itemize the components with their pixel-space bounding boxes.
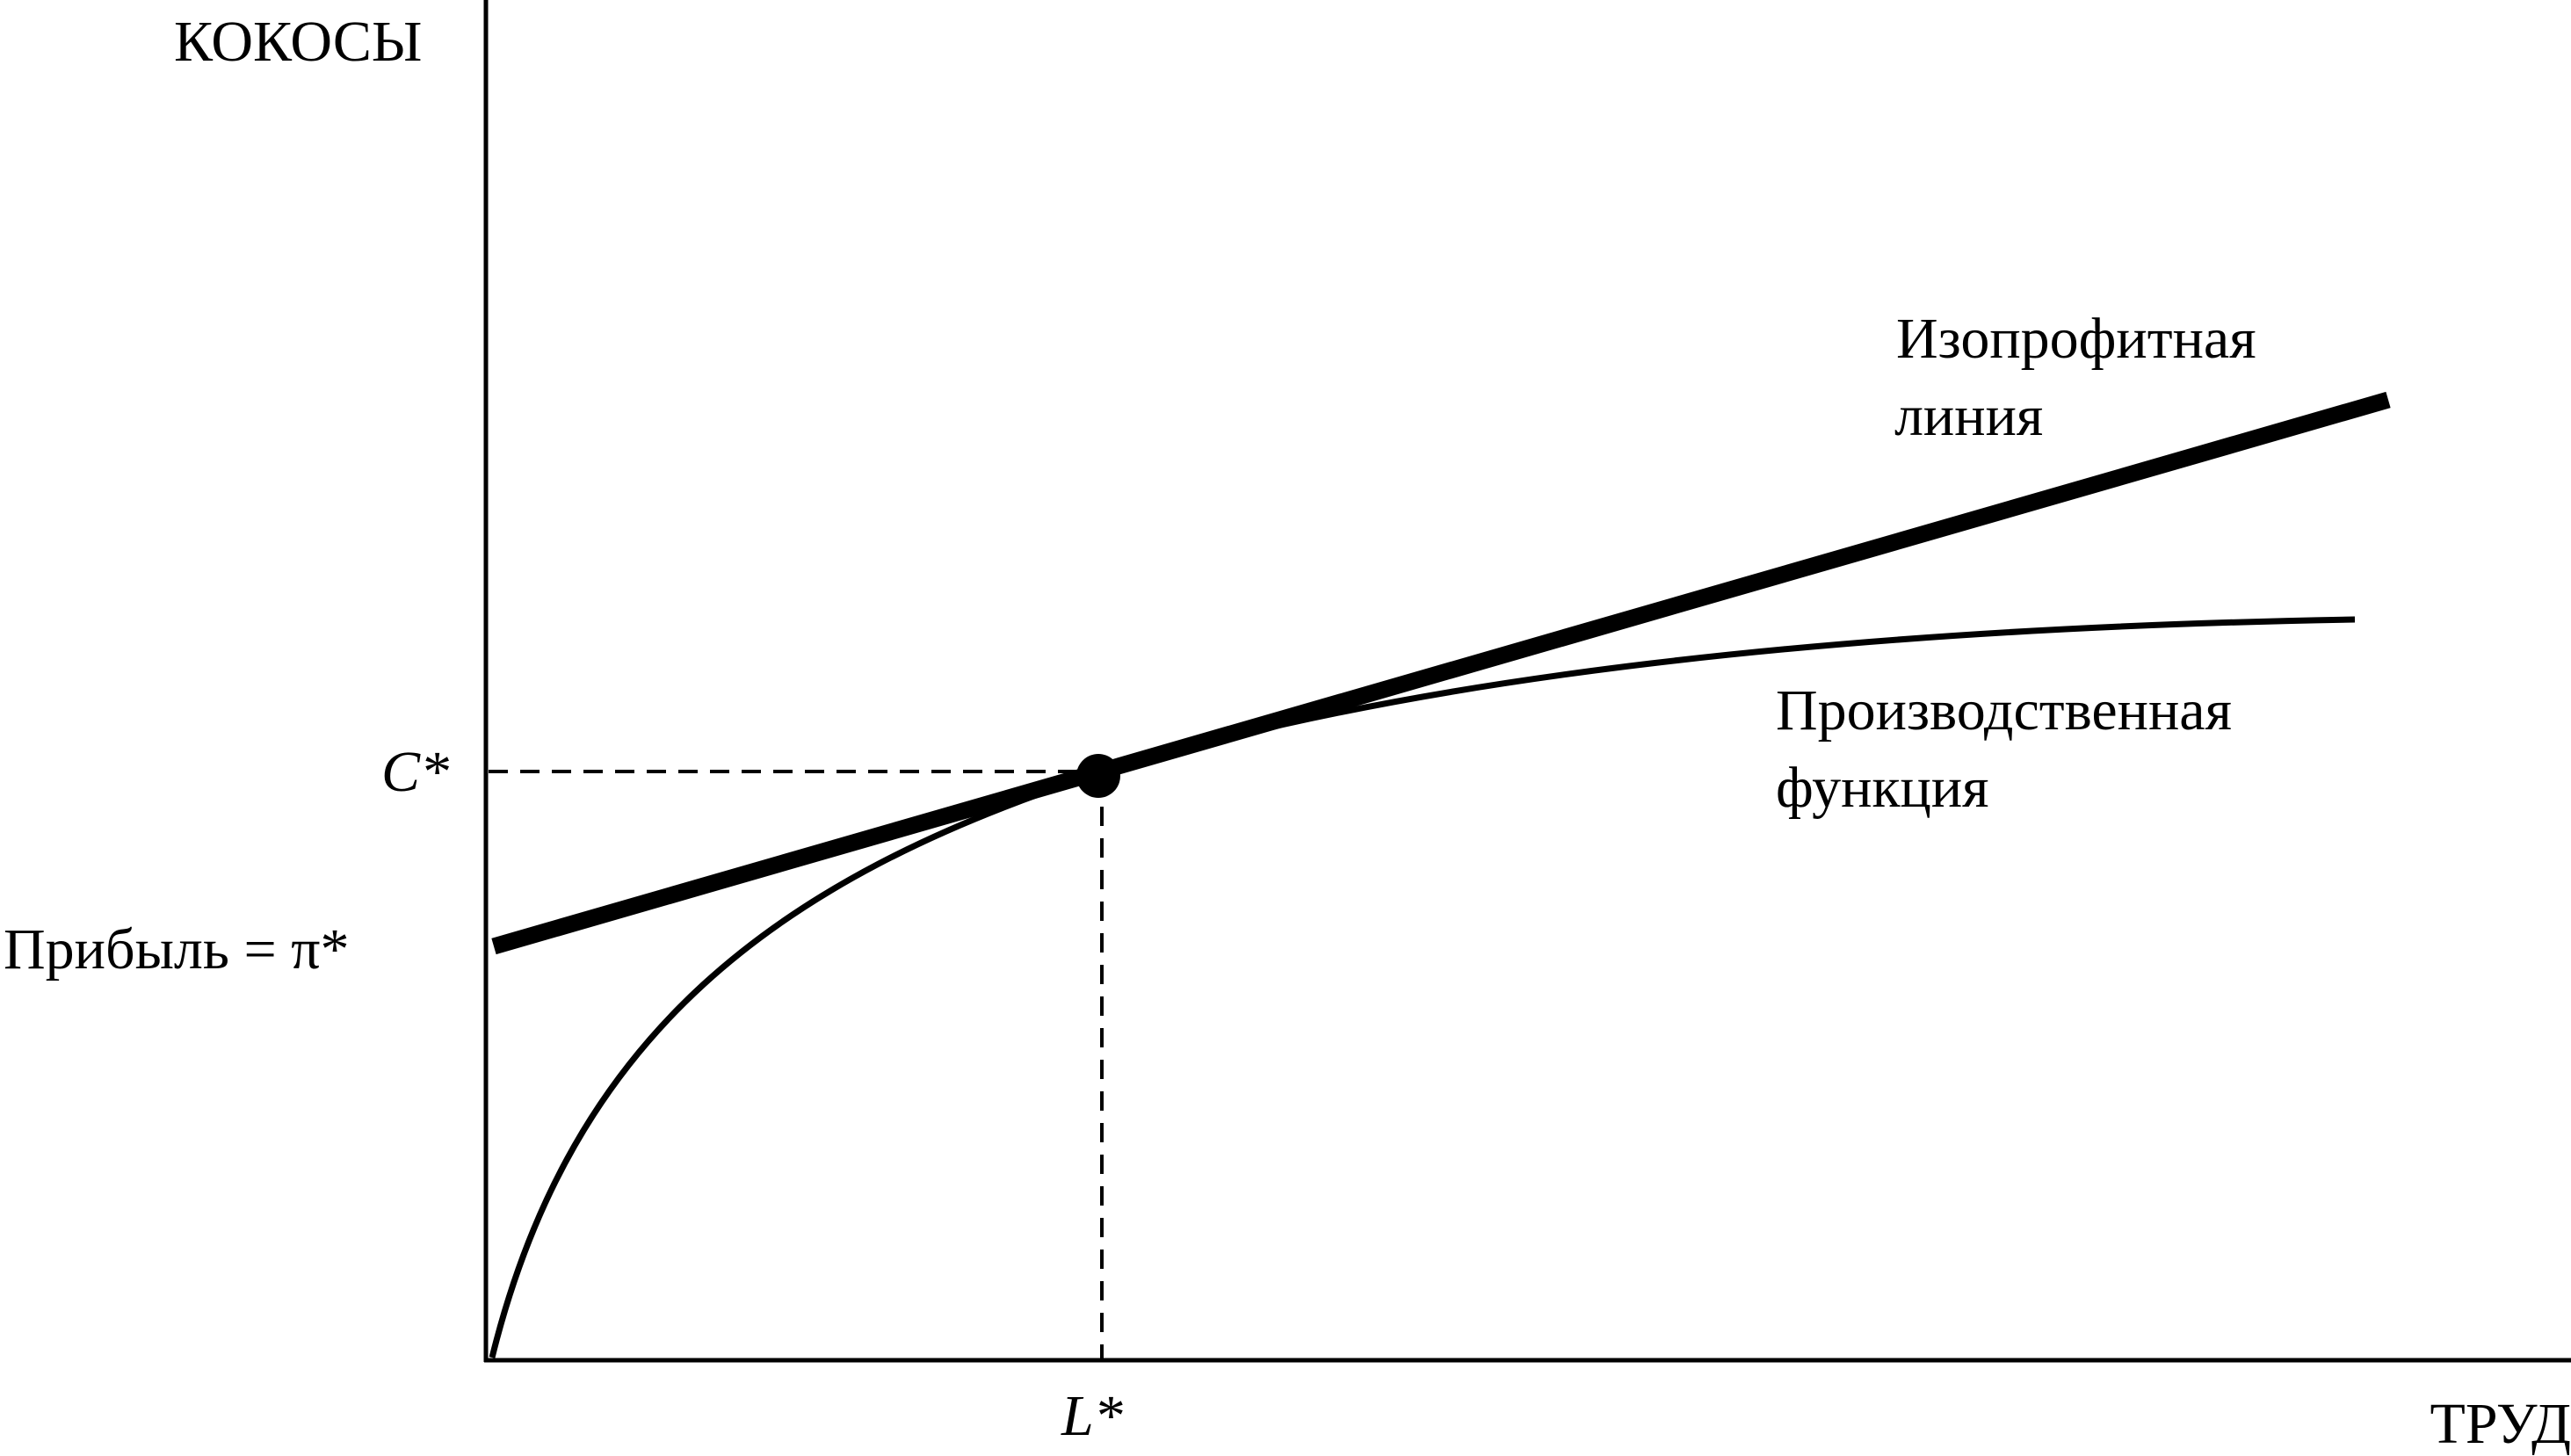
y-axis-label: КОКОСЫ	[174, 10, 422, 74]
l-star-label: L*	[1061, 1384, 1123, 1448]
profit-label: Прибыль = π*	[4, 917, 350, 982]
axes	[483, 0, 2571, 1363]
production-function-label-line2: функция	[1776, 756, 1989, 820]
isoprofit-label-line2: линия	[1894, 384, 2043, 448]
c-star-label: C*	[381, 740, 449, 804]
isoprofit-label-line1: Изопрофитная	[1896, 307, 2256, 371]
production-function-label-line1: Производственная	[1776, 678, 2232, 742]
guide-lines	[489, 770, 1104, 1360]
isoprofit-line	[491, 391, 2391, 955]
x-axis-label: ТРУД	[2430, 1392, 2571, 1456]
tangency-point	[1076, 754, 1120, 798]
